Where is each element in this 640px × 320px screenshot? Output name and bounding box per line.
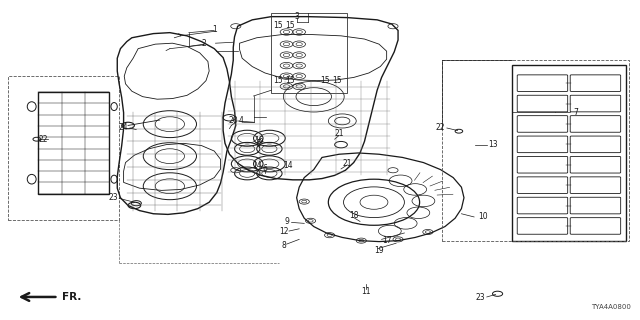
Text: 13: 13: [488, 140, 498, 149]
Text: FR.: FR.: [62, 292, 81, 302]
Text: 3: 3: [294, 12, 299, 20]
Text: 21: 21: [342, 159, 352, 168]
Text: 4: 4: [239, 116, 243, 125]
Text: 19: 19: [374, 246, 384, 255]
Text: 15: 15: [285, 21, 295, 30]
Text: 10: 10: [478, 212, 488, 221]
Text: 16: 16: [254, 136, 264, 145]
Text: 17: 17: [382, 236, 392, 245]
Text: 21: 21: [334, 129, 344, 138]
Text: 24: 24: [119, 123, 129, 132]
Text: 7: 7: [573, 108, 578, 116]
Text: 15: 15: [320, 76, 330, 85]
Bar: [38, 92, 109, 194]
Text: 1: 1: [212, 25, 216, 34]
Text: 22: 22: [436, 123, 445, 132]
Text: 22: 22: [38, 135, 48, 144]
Text: 20: 20: [228, 116, 238, 125]
Text: 2: 2: [202, 39, 207, 48]
Bar: [442, 60, 628, 241]
Text: 14: 14: [284, 161, 293, 170]
Text: 18: 18: [349, 212, 358, 220]
Text: 15: 15: [273, 76, 282, 85]
Bar: [271, 13, 348, 93]
Text: 15: 15: [332, 76, 342, 85]
Text: TYA4A0800: TYA4A0800: [591, 304, 630, 309]
Text: 6: 6: [262, 164, 268, 173]
Text: 14: 14: [252, 161, 262, 170]
Text: 5: 5: [256, 139, 261, 148]
Text: 11: 11: [362, 287, 371, 296]
Text: 9: 9: [284, 217, 289, 226]
Bar: [512, 65, 627, 241]
Text: 8: 8: [282, 241, 286, 250]
Bar: [8, 76, 119, 220]
Text: 15: 15: [273, 21, 282, 30]
Text: 12: 12: [279, 228, 289, 236]
Text: 23: 23: [108, 193, 118, 202]
Text: 23: 23: [476, 293, 485, 302]
Text: 15: 15: [285, 76, 295, 85]
